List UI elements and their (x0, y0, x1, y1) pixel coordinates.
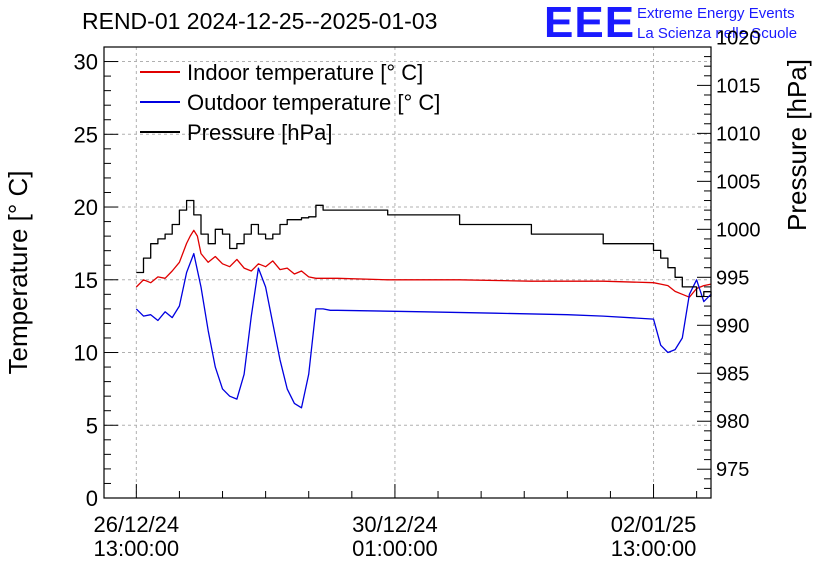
y-right-tick-label: 995 (716, 267, 749, 289)
y-right-tick-label: 1010 (716, 123, 761, 145)
chart-title: REND-01 2024-12-25--2025-01-03 (82, 8, 438, 34)
legend-label-2: Outdoor temperature [° C] (187, 90, 440, 115)
y-left-tick-label: 10 (74, 341, 98, 366)
y-right-tick-label: 990 (716, 315, 749, 337)
plot-frame (103, 46, 712, 499)
y-right-tick-label: 985 (716, 363, 749, 385)
logo-subtitle-line2: La Scienza nelle Scuole (637, 25, 798, 42)
legend-label-3: Pressure [hPa] (187, 120, 333, 145)
legend-label-1: Indoor temperature [° C] (187, 60, 423, 85)
y-left-tick-label: 0 (86, 486, 98, 511)
y-right-tick-label: 980 (716, 411, 749, 433)
series-line-1 (135, 229, 712, 298)
y-left-tick-label: 25 (74, 122, 98, 147)
y-right-axis-title: Pressure [hPa] (782, 59, 812, 231)
series-line-2 (135, 252, 712, 409)
y-left-tick-label: 5 (86, 413, 98, 438)
x-tick-label-time: 01:00:00 (352, 536, 438, 561)
y-left-axis-title: Temperature [° C] (3, 170, 33, 374)
x-tick-label-time: 13:00:00 (611, 536, 697, 561)
y-right-tick-label: 1005 (716, 171, 761, 193)
y-right-tick-label: 975 (716, 459, 749, 481)
y-right-tick-label: 1020 (716, 27, 761, 49)
y-left-tick-label: 20 (74, 195, 98, 220)
x-tick-label-date: 02/01/25 (611, 512, 697, 537)
x-tick-label-date: 26/12/24 (94, 512, 180, 537)
y-right-tick-label: 1000 (716, 219, 761, 241)
x-tick-label-time: 13:00:00 (94, 536, 180, 561)
y-left-tick-label: 30 (74, 50, 98, 75)
y-right-tick-label: 1015 (716, 75, 761, 97)
y-left-tick-label: 15 (74, 268, 98, 293)
series-line-3 (136, 199, 712, 298)
logo-subtitle-line1: Extreme Energy Events (637, 5, 795, 22)
x-tick-label-date: 30/12/24 (352, 512, 438, 537)
eee-logo: EEE (544, 0, 636, 47)
